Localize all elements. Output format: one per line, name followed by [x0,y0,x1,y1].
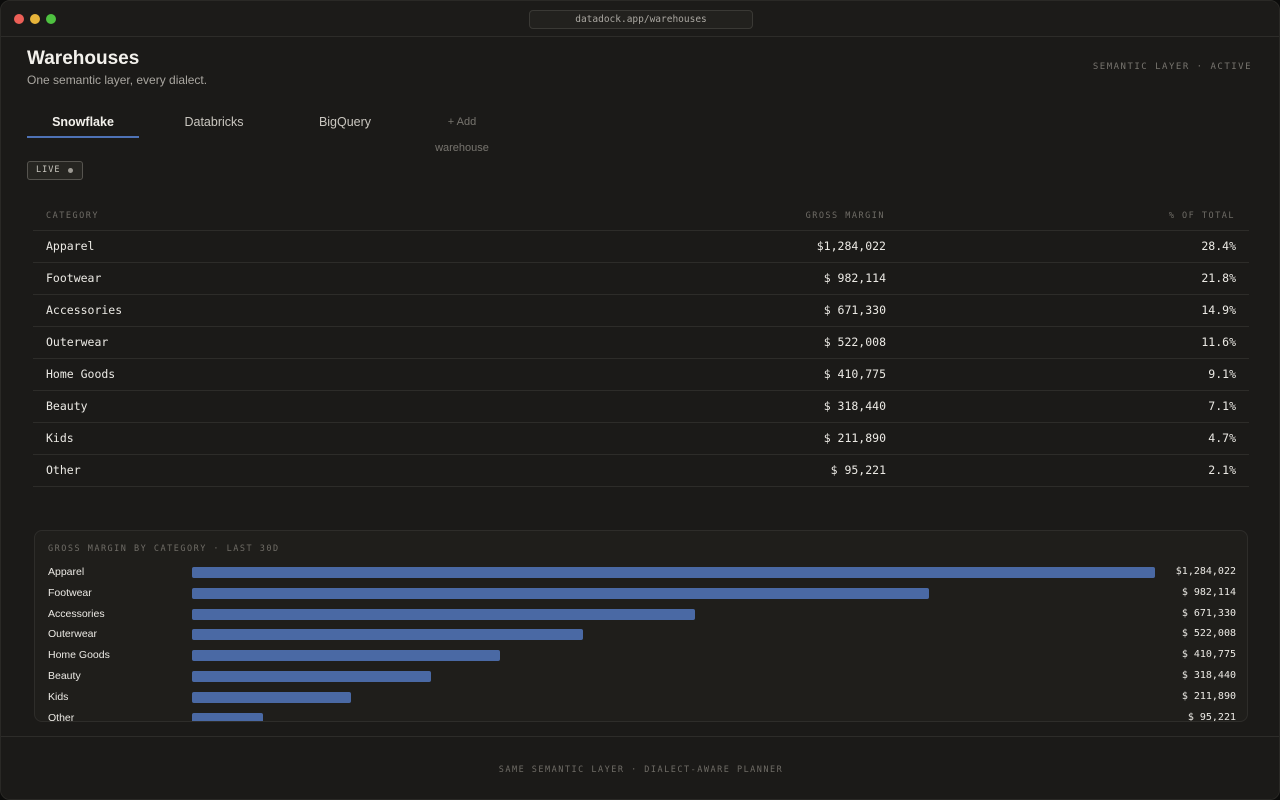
gross-margin-table: CATEGORY GROSS MARGIN % OF TOTAL Apparel… [33,205,1249,487]
chart-bar[interactable] [192,712,263,721]
table-row[interactable]: Other $ 95,221 2.1% [33,455,1249,487]
warehouse-tabs: Snowflake Databricks BigQuery + Add ware… [27,109,527,154]
table-row[interactable]: Footwear $ 982,114 21.8% [33,263,1249,295]
chart-bar-track [192,567,1155,578]
cell-category: Other [46,463,81,477]
chart-title: GROSS MARGIN BY CATEGORY · LAST 30D [48,544,280,554]
cell-pct-of-total: 28.4% [1201,239,1236,253]
chart-bar-row: Other $ 95,221 [35,708,1247,722]
tab-bigquery[interactable]: BigQuery [318,115,372,129]
chart-bar-row: Outerwear $ 522,008 [35,624,1247,644]
chart-bar-row: Apparel $1,284,022 [35,562,1247,582]
chart-bar-label: Apparel [48,566,85,578]
zoom-window-button[interactable] [46,14,56,24]
table-row[interactable]: Outerwear $ 522,008 11.6% [33,327,1249,359]
live-dot-icon [68,168,73,173]
chart-bar-track [192,671,1155,682]
add-warehouse-button[interactable]: + Add warehouse [435,116,489,154]
column-header-category[interactable]: CATEGORY [46,211,99,221]
page-subtitle: One semantic layer, every dialect. [27,73,208,87]
chart-bar-value: $ 95,221 [1187,711,1236,722]
tab-snowflake[interactable]: Snowflake [27,109,139,138]
footer: SAME SEMANTIC LAYER · DIALECT-AWARE PLAN… [1,736,1279,799]
cell-category: Kids [46,431,74,445]
close-window-button[interactable] [14,14,24,24]
chart-bar-row: Footwear $ 982,114 [35,583,1247,603]
tab-databricks[interactable]: Databricks [184,115,244,129]
cell-category: Home Goods [46,367,116,381]
chart-bar[interactable] [192,587,929,599]
chart-bar-label: Outerwear [48,628,98,641]
table-row[interactable]: Beauty $ 318,440 7.1% [33,391,1249,423]
footer-text: SAME SEMANTIC LAYER · DIALECT-AWARE PLAN… [498,765,784,775]
minimize-window-button[interactable] [30,14,40,24]
chart-bar-row: Accessories $ 671,330 [35,604,1247,624]
cell-gross-margin: $ 318,440 [823,399,886,413]
cell-pct-of-total: 4.7% [1208,431,1236,445]
column-header-gross-margin[interactable]: GROSS MARGIN [805,211,885,221]
cell-category: Beauty [46,399,88,413]
chart-bar-track [192,712,1155,721]
cell-pct-of-total: 14.9% [1201,303,1236,317]
chart-bar-value: $ 410,775 [1181,649,1236,661]
cell-gross-margin: $ 982,114 [823,271,886,285]
cell-pct-of-total: 2.1% [1208,463,1236,477]
chart-bar-label: Accessories [48,607,105,620]
live-badge-label: LIVE [36,165,61,175]
column-header-pct-of-total[interactable]: % OF TOTAL [1168,211,1235,221]
cell-category: Apparel [46,239,95,253]
cell-gross-margin: $ 671,330 [823,303,886,317]
chart-bar-track [192,650,1155,662]
chart-bar[interactable] [192,567,1155,578]
cell-gross-margin: $ 410,775 [823,367,886,381]
cell-gross-margin: $ 522,008 [823,335,886,349]
chart-bar-value: $ 671,330 [1181,607,1236,619]
gross-margin-chart: GROSS MARGIN BY CATEGORY · LAST 30D Appa… [34,530,1248,722]
chart-bar-track [192,629,1155,641]
title-bar: datadock.app/warehouses [1,1,1279,37]
chart-bar[interactable] [192,691,351,703]
url-bar[interactable]: datadock.app/warehouses [529,10,753,29]
chart-bar-label: Home Goods [48,649,110,662]
cell-category: Footwear [46,271,102,285]
chart-bar-track [192,587,1155,599]
chart-bar-label: Kids [48,690,69,703]
table-row[interactable]: Apparel $1,284,022 28.4% [33,231,1249,263]
chart-bar-value: $ 982,114 [1181,586,1236,598]
chart-bar-track [192,608,1155,620]
chart-bar-label: Footwear [48,586,92,599]
live-badge: LIVE [27,161,83,180]
chart-bar-track [192,691,1155,703]
chart-bar-value: $ 318,440 [1181,670,1236,681]
chart-bar-label: Beauty [48,670,81,682]
table-row[interactable]: Accessories $ 671,330 14.9% [33,295,1249,327]
cell-gross-margin: $1,284,022 [816,239,886,253]
table-row[interactable]: Home Goods $ 410,775 9.1% [33,359,1249,391]
cell-pct-of-total: 11.6% [1201,335,1236,349]
cell-category: Outerwear [46,335,109,349]
cell-pct-of-total: 9.1% [1208,367,1236,381]
table-row[interactable]: Kids $ 211,890 4.7% [33,423,1249,455]
chart-bar[interactable] [192,629,583,641]
chart-bar-value: $1,284,022 [1175,566,1236,577]
chart-bar-label: Other [48,711,75,722]
chart-bar[interactable] [192,608,695,620]
semantic-layer-status: SEMANTIC LAYER · ACTIVE [1092,62,1252,72]
cell-category: Accessories [46,303,123,317]
cell-gross-margin: $ 95,221 [830,463,886,477]
table-header: CATEGORY GROSS MARGIN % OF TOTAL [33,205,1249,231]
chart-bar-value: $ 522,008 [1181,628,1236,640]
chart-bar[interactable] [192,671,431,682]
chart-bar[interactable] [192,650,500,662]
chart-bar-value: $ 211,890 [1181,690,1236,702]
cell-gross-margin: $ 211,890 [823,431,886,445]
chart-bar-row: Kids $ 211,890 [35,687,1247,707]
page-title: Warehouses [27,48,140,69]
cell-pct-of-total: 21.8% [1201,271,1236,285]
cell-pct-of-total: 7.1% [1208,399,1236,413]
chart-bar-row: Beauty $ 318,440 [35,666,1247,686]
chart-bar-row: Home Goods $ 410,775 [35,645,1247,665]
